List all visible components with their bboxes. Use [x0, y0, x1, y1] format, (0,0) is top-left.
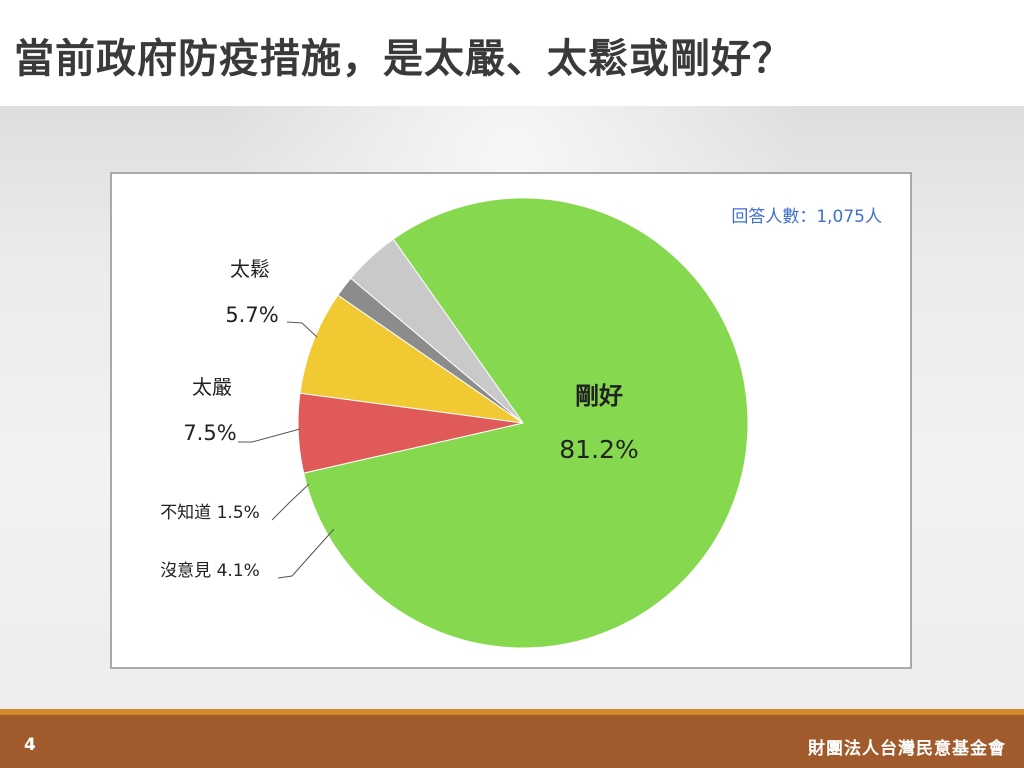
- slice-label-buzhidao-value: 1.5%: [217, 503, 260, 523]
- leader-line-taiyan: [238, 428, 301, 443]
- organization-name: 財團法人台灣民意基金會: [808, 739, 1006, 759]
- footer-accent-line: [0, 709, 1024, 715]
- slice-label-taisong-name: 太鬆: [230, 257, 270, 281]
- slice-label-buzhidao: 不知道 1.5%: [160, 503, 260, 523]
- slice-gang-hao: [303, 197, 749, 649]
- slice-label-buzhidao-name: 不知道: [160, 503, 211, 523]
- slice-label-taisong-value: 5.7%: [225, 303, 278, 327]
- pie-chart-svg: 回答人數：1,075人 剛好 81.2% 太鬆 5.7% 太嚴 7.5% 不知道…: [160, 197, 882, 649]
- page-title: 當前政府防疫措施，是太嚴、太鬆或剛好？: [14, 36, 793, 82]
- leader-line-taisong: [286, 321, 318, 338]
- leader-lines: [238, 321, 335, 579]
- slice-label-meiyijian-value: 4.1%: [217, 561, 260, 581]
- annotation-respondents: 回答人數：1,075人: [731, 207, 882, 227]
- slice-label-taiyan-value: 7.5%: [183, 421, 236, 445]
- pie-slices: [297, 197, 749, 649]
- slice-label-meiyijian: 沒意見 4.1%: [160, 561, 260, 581]
- pie-chart: 回答人數：1,075人 剛好 81.2% 太鬆 5.7% 太嚴 7.5% 不知道…: [110, 172, 912, 669]
- leader-line-meiyijian: [277, 528, 335, 579]
- page-number: 4: [24, 735, 36, 755]
- slice-label-gang-hao-name: 剛好: [575, 382, 623, 410]
- footer-bar: [0, 715, 1024, 768]
- leader-line-buzhidao: [271, 483, 310, 521]
- slice-label-gang-hao-value: 81.2%: [559, 435, 638, 464]
- slice-taiyan: [299, 294, 524, 424]
- slice-label-meiyijian-name: 沒意見: [160, 561, 211, 581]
- slice-label-taiyan-name: 太嚴: [192, 375, 232, 399]
- slice-meiyijian: [350, 238, 524, 424]
